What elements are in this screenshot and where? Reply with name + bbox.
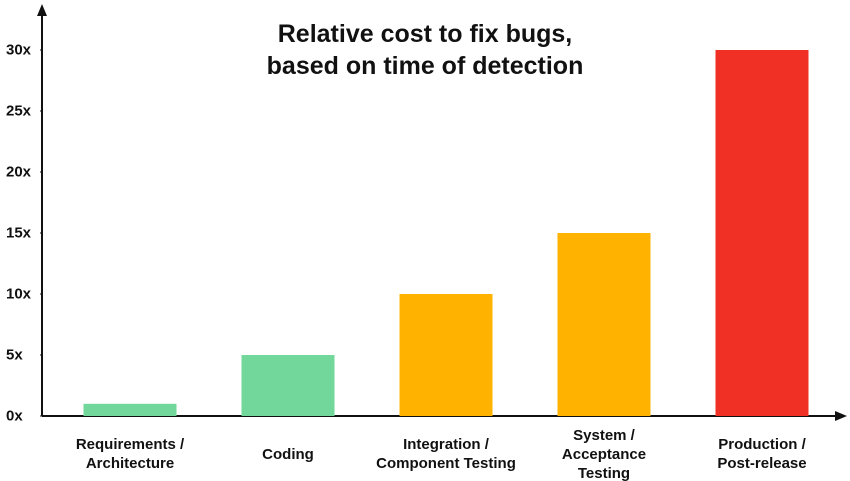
bar	[241, 355, 335, 416]
y-tick-label: 10x	[6, 285, 32, 303]
x-tick-label: Production / Post-release	[717, 436, 807, 472]
x-tick-label: Coding	[262, 445, 314, 463]
y-tick-label: 30x	[6, 41, 32, 59]
y-tick-label: 5x	[6, 346, 23, 364]
chart-title: Relative cost to fix bugs, based on time…	[266, 20, 584, 80]
x-tick-label: System / Acceptance Testing	[561, 426, 647, 481]
x-tick-label: Requirements / Architecture	[75, 436, 185, 472]
bar	[715, 50, 809, 416]
bar	[83, 403, 177, 416]
y-tick-label: 25x	[6, 102, 32, 120]
y-axis-arrow	[37, 4, 47, 16]
bar	[557, 233, 651, 416]
y-tick-label: 20x	[6, 163, 32, 181]
x-axis-arrow	[835, 411, 847, 421]
x-tick-label: Integration / Component Testing	[376, 436, 516, 472]
y-tick-label: 0x	[6, 407, 23, 425]
y-tick-label: 15x	[6, 224, 32, 242]
bar	[399, 294, 493, 416]
